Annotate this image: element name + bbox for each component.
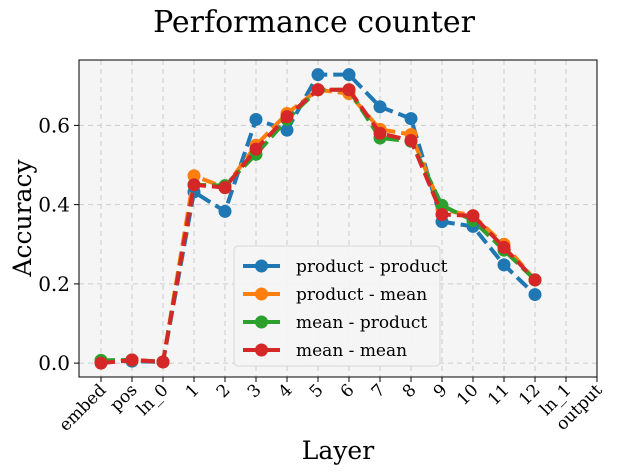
data-point <box>404 112 418 126</box>
legend-label: product - mean <box>296 285 427 305</box>
plot-frame <box>78 59 598 378</box>
x-axis-label: Layer <box>302 436 374 465</box>
legend-item: product - product <box>243 257 448 277</box>
legend-swatch-marker <box>255 315 268 329</box>
data-point <box>280 110 294 124</box>
data-point <box>249 142 263 156</box>
series-4 <box>94 83 542 370</box>
legend-label: mean - mean <box>296 341 407 361</box>
legend-swatch-marker <box>255 259 268 273</box>
data-point <box>311 68 325 82</box>
data-point <box>342 68 356 82</box>
legend-label: mean - product <box>296 313 427 333</box>
legend-swatch-marker <box>255 287 268 301</box>
data-point <box>311 83 325 97</box>
data-point <box>249 112 263 126</box>
legend-item: product - mean <box>243 285 427 305</box>
data-point <box>528 288 542 302</box>
data-point <box>156 355 170 369</box>
data-point <box>280 123 294 137</box>
data-point <box>497 240 511 254</box>
y-tick-label: 0.0 <box>38 351 70 375</box>
data-point <box>218 181 232 195</box>
data-point <box>187 169 201 183</box>
data-point <box>528 273 542 287</box>
legend: product - product product - mean mean - pr… <box>233 245 448 367</box>
data-point <box>342 83 356 97</box>
data-point <box>497 258 511 272</box>
y-tick-label: 0.2 <box>38 272 70 296</box>
legend-label: product - product <box>296 257 448 277</box>
y-axis: 0.0 0.2 0.4 0.6 <box>38 113 79 375</box>
legend-box <box>233 245 441 367</box>
legend-item: mean - mean <box>243 341 407 361</box>
data-point <box>125 353 139 367</box>
series-layer <box>94 68 542 370</box>
y-tick-label: 0.6 <box>38 113 70 137</box>
data-point <box>404 133 418 147</box>
data-point <box>373 126 387 140</box>
data-point <box>466 209 480 223</box>
data-point <box>94 356 108 370</box>
legend-swatch-marker <box>255 343 268 357</box>
y-axis-label: Accuracy <box>8 159 37 278</box>
legend-item: mean - product <box>243 313 427 333</box>
data-point <box>373 100 387 114</box>
data-point <box>435 208 449 222</box>
y-tick-label: 0.4 <box>38 193 70 217</box>
data-point <box>187 178 201 192</box>
chart-title: Performance counter <box>153 5 476 40</box>
data-point <box>218 204 232 218</box>
